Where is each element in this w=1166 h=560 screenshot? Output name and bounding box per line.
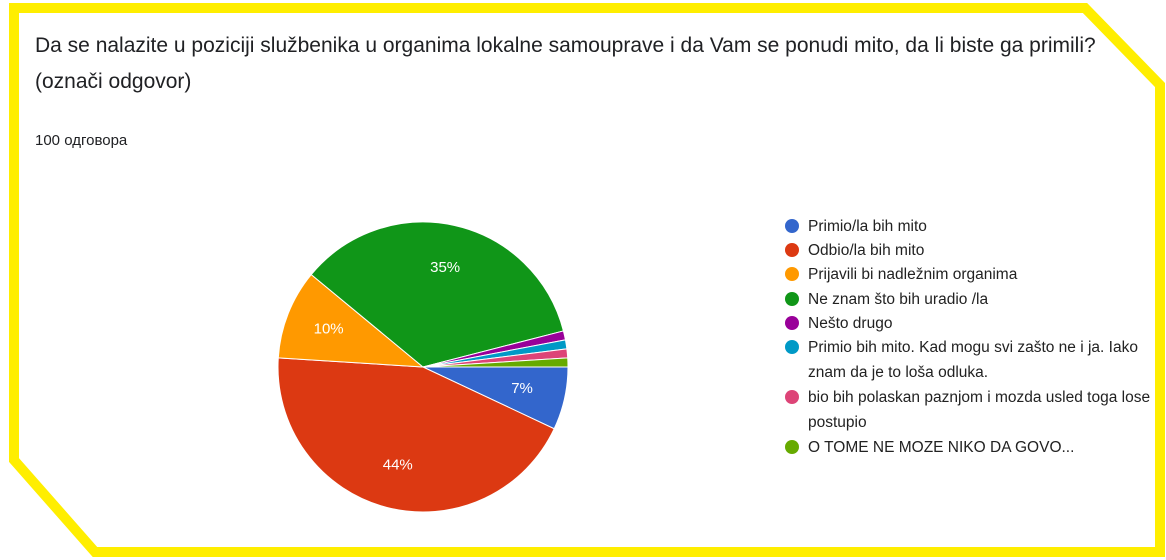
data-label: 35% <box>430 259 460 276</box>
legend-swatch <box>785 243 799 257</box>
chart-subtitle: 100 одговора <box>35 132 128 149</box>
legend-swatch <box>785 267 799 281</box>
legend-item: Ne znam što bih uradio /la <box>785 287 1160 312</box>
legend-label: Nešto drugo <box>808 315 893 332</box>
legend-item: Nešto drugo <box>785 311 1160 336</box>
legend-label: bio bih polaskan paznjom i mozda usled t… <box>808 389 1151 431</box>
yellow-border <box>9 3 1165 557</box>
data-label: 10% <box>314 321 344 338</box>
legend-swatch <box>785 440 799 454</box>
legend-swatch <box>785 219 799 233</box>
legend-swatch <box>785 316 799 330</box>
legend-item: Prijavili bi nadležnim organima <box>785 262 1160 287</box>
data-label: 7% <box>511 380 533 397</box>
legend-swatch <box>785 292 799 306</box>
legend-label: Primio/la bih mito <box>808 218 927 235</box>
legend-label: Prijavili bi nadležnim organima <box>808 266 1018 283</box>
pie-slice <box>277 357 555 513</box>
legend-label: O TOME NE MOZE NIKO DA GOVO... <box>808 439 1075 456</box>
pie-slice <box>310 221 565 368</box>
pie-slice <box>422 357 569 368</box>
legend-item: Primio bih mito. Kad mogu svi zašto ne i… <box>785 335 1160 385</box>
pie-slice <box>277 273 425 368</box>
legend-item: Odbio/la bih mito <box>785 238 1160 263</box>
legend-item: bio bih polaskan paznjom i mozda usled t… <box>785 385 1160 435</box>
legend-label: Primio bih mito. Kad mogu svi zašto ne i… <box>808 339 1138 381</box>
chart: 7% 44% 10% 35% <box>277 221 569 513</box>
data-label: 44% <box>383 456 413 473</box>
legend-swatch <box>785 340 799 354</box>
legend-item: O TOME NE MOZE NIKO DA GOVO... <box>785 435 1160 460</box>
legend-label: Ne znam što bih uradio /la <box>808 291 989 308</box>
legend-label: Odbio/la bih mito <box>808 242 925 259</box>
legend-swatch <box>785 390 799 404</box>
legend-item: Primio/la bih mito <box>785 214 1160 239</box>
chart-title: Da se nalazite u poziciji službenika u o… <box>35 34 1096 93</box>
